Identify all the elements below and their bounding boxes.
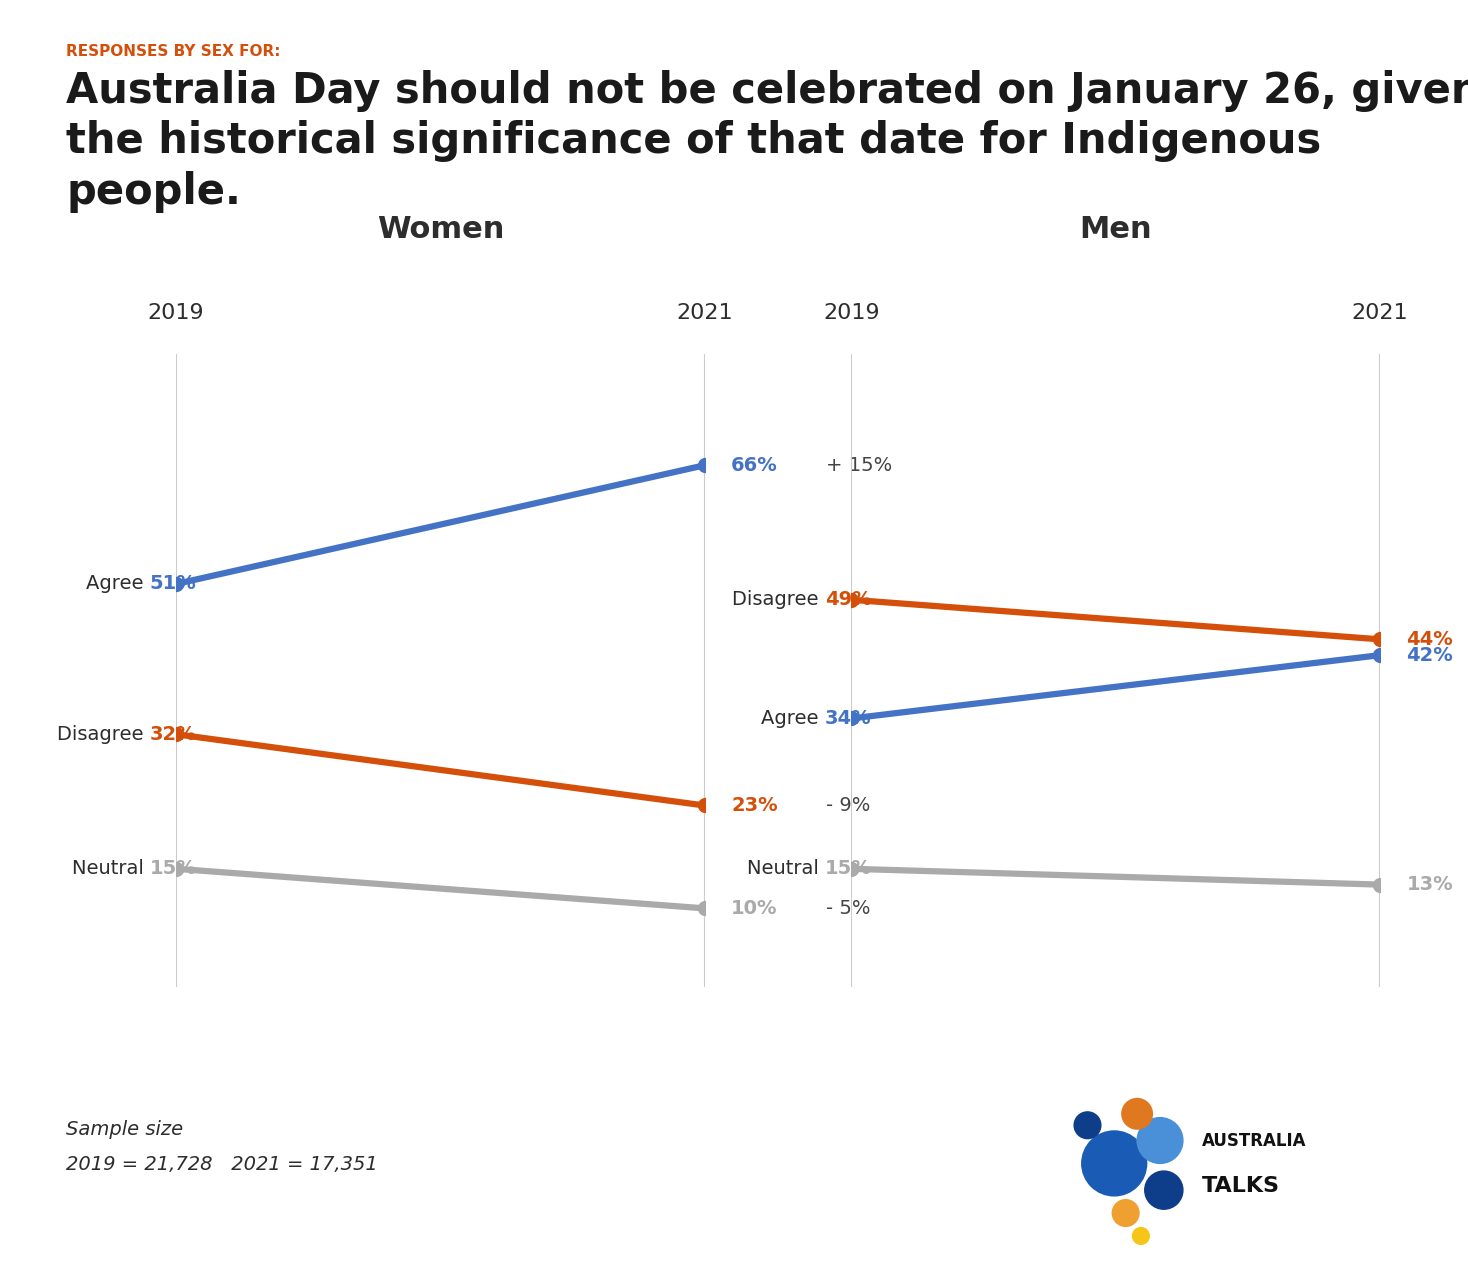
Text: 2021: 2021 — [677, 303, 733, 323]
Text: + 15%: + 15% — [826, 456, 893, 475]
Point — [840, 590, 863, 610]
Text: people.: people. — [66, 171, 241, 213]
Point — [1368, 629, 1392, 649]
Circle shape — [1145, 1171, 1183, 1209]
Circle shape — [1132, 1228, 1149, 1244]
Circle shape — [1075, 1112, 1101, 1138]
Text: 2021: 2021 — [1352, 303, 1408, 323]
Text: Disagree: Disagree — [57, 724, 150, 744]
Point — [693, 456, 716, 476]
Circle shape — [1113, 1200, 1139, 1227]
Text: 2019: 2019 — [824, 303, 879, 323]
Text: 10%: 10% — [731, 899, 778, 918]
Circle shape — [1138, 1118, 1183, 1163]
Text: Disagree: Disagree — [733, 590, 825, 609]
Text: 44%: 44% — [1406, 629, 1453, 649]
Text: TALKS: TALKS — [1202, 1176, 1280, 1196]
Text: 2019: 2019 — [148, 303, 204, 323]
Text: 49%: 49% — [825, 590, 872, 609]
Circle shape — [1122, 1099, 1152, 1129]
Text: 51%: 51% — [150, 575, 197, 594]
Point — [840, 708, 863, 728]
Text: Australia Day should not be celebrated on January 26, given: Australia Day should not be celebrated o… — [66, 70, 1468, 111]
Text: Neutral: Neutral — [72, 860, 150, 879]
Point — [840, 858, 863, 879]
Point — [693, 899, 716, 919]
Text: 34%: 34% — [825, 709, 872, 728]
Point — [164, 724, 188, 744]
Text: Sample size: Sample size — [66, 1120, 184, 1139]
Point — [1368, 644, 1392, 666]
Point — [164, 573, 188, 594]
Text: 66%: 66% — [731, 456, 778, 475]
Text: 42%: 42% — [1406, 646, 1453, 665]
Text: - 9%: - 9% — [826, 796, 871, 815]
Text: 15%: 15% — [150, 860, 197, 879]
Circle shape — [1082, 1131, 1147, 1196]
Text: RESPONSES BY SEX FOR:: RESPONSES BY SEX FOR: — [66, 44, 280, 60]
Text: AUSTRALIA: AUSTRALIA — [1202, 1132, 1307, 1150]
Text: 32%: 32% — [150, 724, 197, 744]
Point — [164, 858, 188, 879]
Text: 2019 = 21,728   2021 = 17,351: 2019 = 21,728 2021 = 17,351 — [66, 1155, 377, 1174]
Text: Agree: Agree — [762, 709, 825, 728]
Text: 23%: 23% — [731, 796, 778, 815]
Text: Women: Women — [377, 215, 504, 243]
Text: Men: Men — [1079, 215, 1152, 243]
Point — [693, 795, 716, 815]
Text: Neutral: Neutral — [747, 860, 825, 879]
Text: Agree: Agree — [87, 575, 150, 594]
Text: 15%: 15% — [825, 860, 872, 879]
Text: the historical significance of that date for Indigenous: the historical significance of that date… — [66, 120, 1321, 162]
Text: 13%: 13% — [1406, 875, 1453, 894]
Point — [1368, 875, 1392, 895]
Text: - 5%: - 5% — [826, 899, 871, 918]
